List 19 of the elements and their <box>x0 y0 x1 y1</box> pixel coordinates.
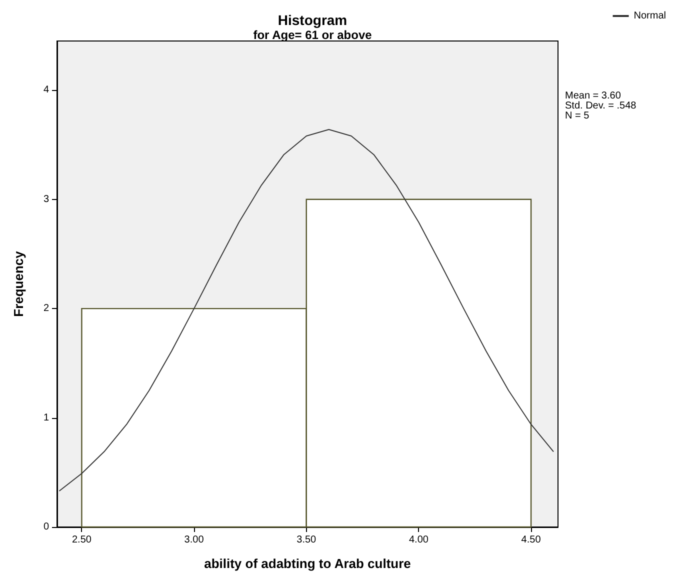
y-axis-title: Frequency <box>11 250 26 317</box>
y-tick-label: 0 <box>43 522 50 532</box>
text: Std. Dev. = .548 <box>565 100 637 112</box>
y-tick-label: 2 <box>43 303 50 314</box>
x-tick-label: 4.00 <box>408 534 429 546</box>
line-series <box>58 128 554 492</box>
text: Mean = 3.60 <box>565 90 622 102</box>
chart-subtitle: for Age= 61 or above <box>253 28 372 42</box>
x-tick-label: 3.00 <box>184 534 204 546</box>
x-tick-label: 3.50 <box>296 534 317 546</box>
chart-title: Histogram <box>278 12 348 28</box>
x-axis-title: ability of adabting to Arab culture <box>204 556 411 571</box>
legend-label: Normal <box>634 10 666 22</box>
y-tick-label: 4 <box>43 84 50 96</box>
text: N = 5 <box>565 110 590 122</box>
y-tick-label: 3 <box>43 194 50 205</box>
x-tick-label: 4.50 <box>521 534 542 546</box>
y-tick-label: 1 <box>43 412 50 424</box>
x-tick-label: 2.50 <box>72 534 92 546</box>
